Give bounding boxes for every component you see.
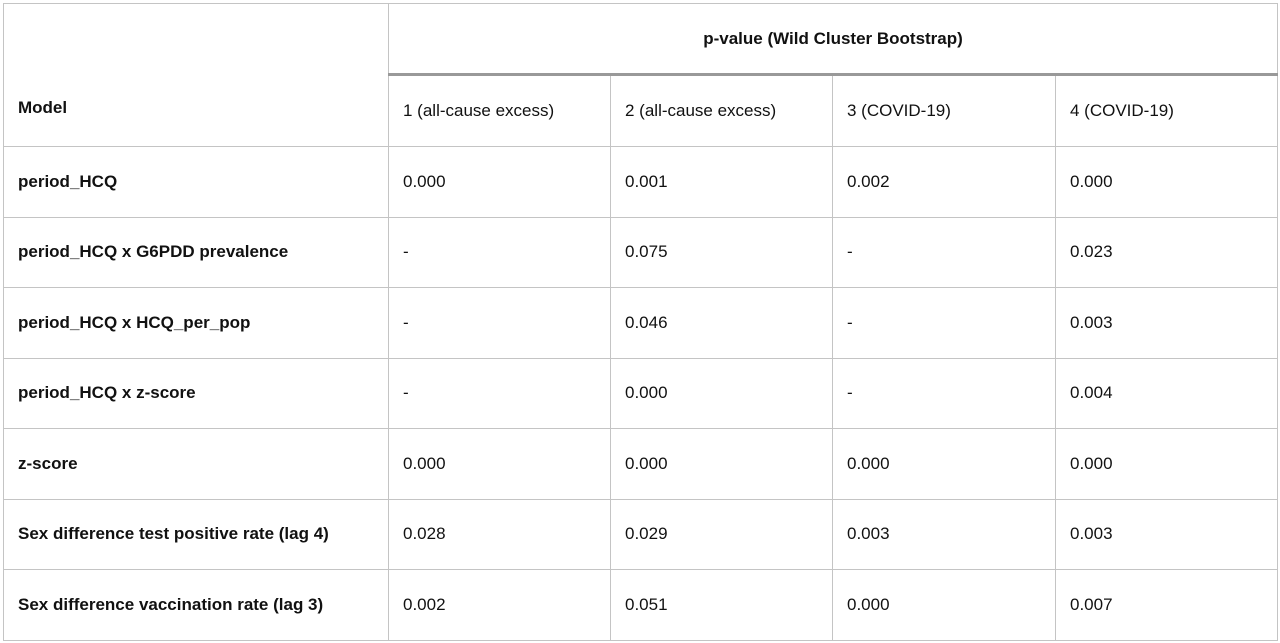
p-value: 0.000 — [832, 569, 1056, 641]
table-row: period_HCQ x G6PDD prevalence -0.075-0.02… — [3, 216, 1279, 288]
row-label: z-score — [3, 428, 389, 500]
row-label: period_HCQ x z-score — [3, 357, 389, 429]
p-value: 0.001 — [610, 146, 833, 218]
table-row: Sex difference vaccination rate (lag 3) 0… — [3, 569, 1279, 641]
table-row: period_HCQ x HCQ_per_pop -0.046-0.003 — [3, 287, 1279, 359]
table-row: period_HCQ x z-score -0.000-0.004 — [3, 357, 1279, 429]
p-value: 0.051 — [610, 569, 833, 641]
p-value: 0.046 — [610, 287, 833, 359]
p-value: 0.003 — [1054, 287, 1279, 359]
column-header: 4 (COVID-19) — [1054, 74, 1279, 147]
results-table: Model p-value (Wild Cluster Bootstrap) 1… — [3, 3, 1279, 641]
row-label: Sex difference vaccination rate (lag 3) — [3, 569, 389, 641]
column-header: 2 (all-cause excess) — [610, 74, 833, 147]
column-header: 3 (COVID-19) — [832, 74, 1056, 147]
p-value: 0.007 — [1054, 569, 1279, 641]
p-value: - — [832, 216, 1056, 288]
p-value: 0.029 — [610, 498, 833, 570]
p-value: 0.002 — [388, 569, 611, 641]
p-value: 0.000 — [388, 146, 611, 218]
group-header: p-value (Wild Cluster Bootstrap) — [387, 3, 1279, 76]
p-value: 0.002 — [832, 146, 1056, 218]
model-header: Model — [3, 3, 389, 147]
p-value: 0.004 — [1054, 357, 1279, 429]
p-value: 0.000 — [610, 428, 833, 500]
p-value: - — [388, 216, 611, 288]
p-value: 0.023 — [1054, 216, 1279, 288]
p-value: 0.000 — [610, 357, 833, 429]
table-row: period_HCQ 0.000 0.001 0.002 0.000 — [3, 146, 1279, 218]
p-value: 0.003 — [832, 498, 1056, 570]
table-row: z-score 0.000 0.000 0.000 0.000 — [3, 428, 1279, 500]
p-value: - — [832, 287, 1056, 359]
p-value: - — [388, 357, 611, 429]
p-value: 0.000 — [388, 428, 611, 500]
p-value: 0.075 — [610, 216, 833, 288]
p-value: 0.028 — [388, 498, 611, 570]
row-label: Sex difference test positive rate (lag 4… — [3, 498, 389, 570]
p-value: 0.000 — [1054, 146, 1279, 218]
row-label: period_HCQ — [3, 146, 389, 218]
p-value: 0.000 — [1054, 428, 1279, 500]
p-value: 0.000 — [832, 428, 1056, 500]
column-header: 1 (all-cause excess) — [388, 74, 611, 147]
p-value: - — [388, 287, 611, 359]
row-label: period_HCQ x HCQ_per_pop — [3, 287, 389, 359]
table-row: Sex difference test positive rate (lag 4… — [3, 498, 1279, 570]
p-value: 0.003 — [1054, 498, 1279, 570]
row-label: period_HCQ x G6PDD prevalence — [3, 216, 389, 288]
p-value: - — [832, 357, 1056, 429]
